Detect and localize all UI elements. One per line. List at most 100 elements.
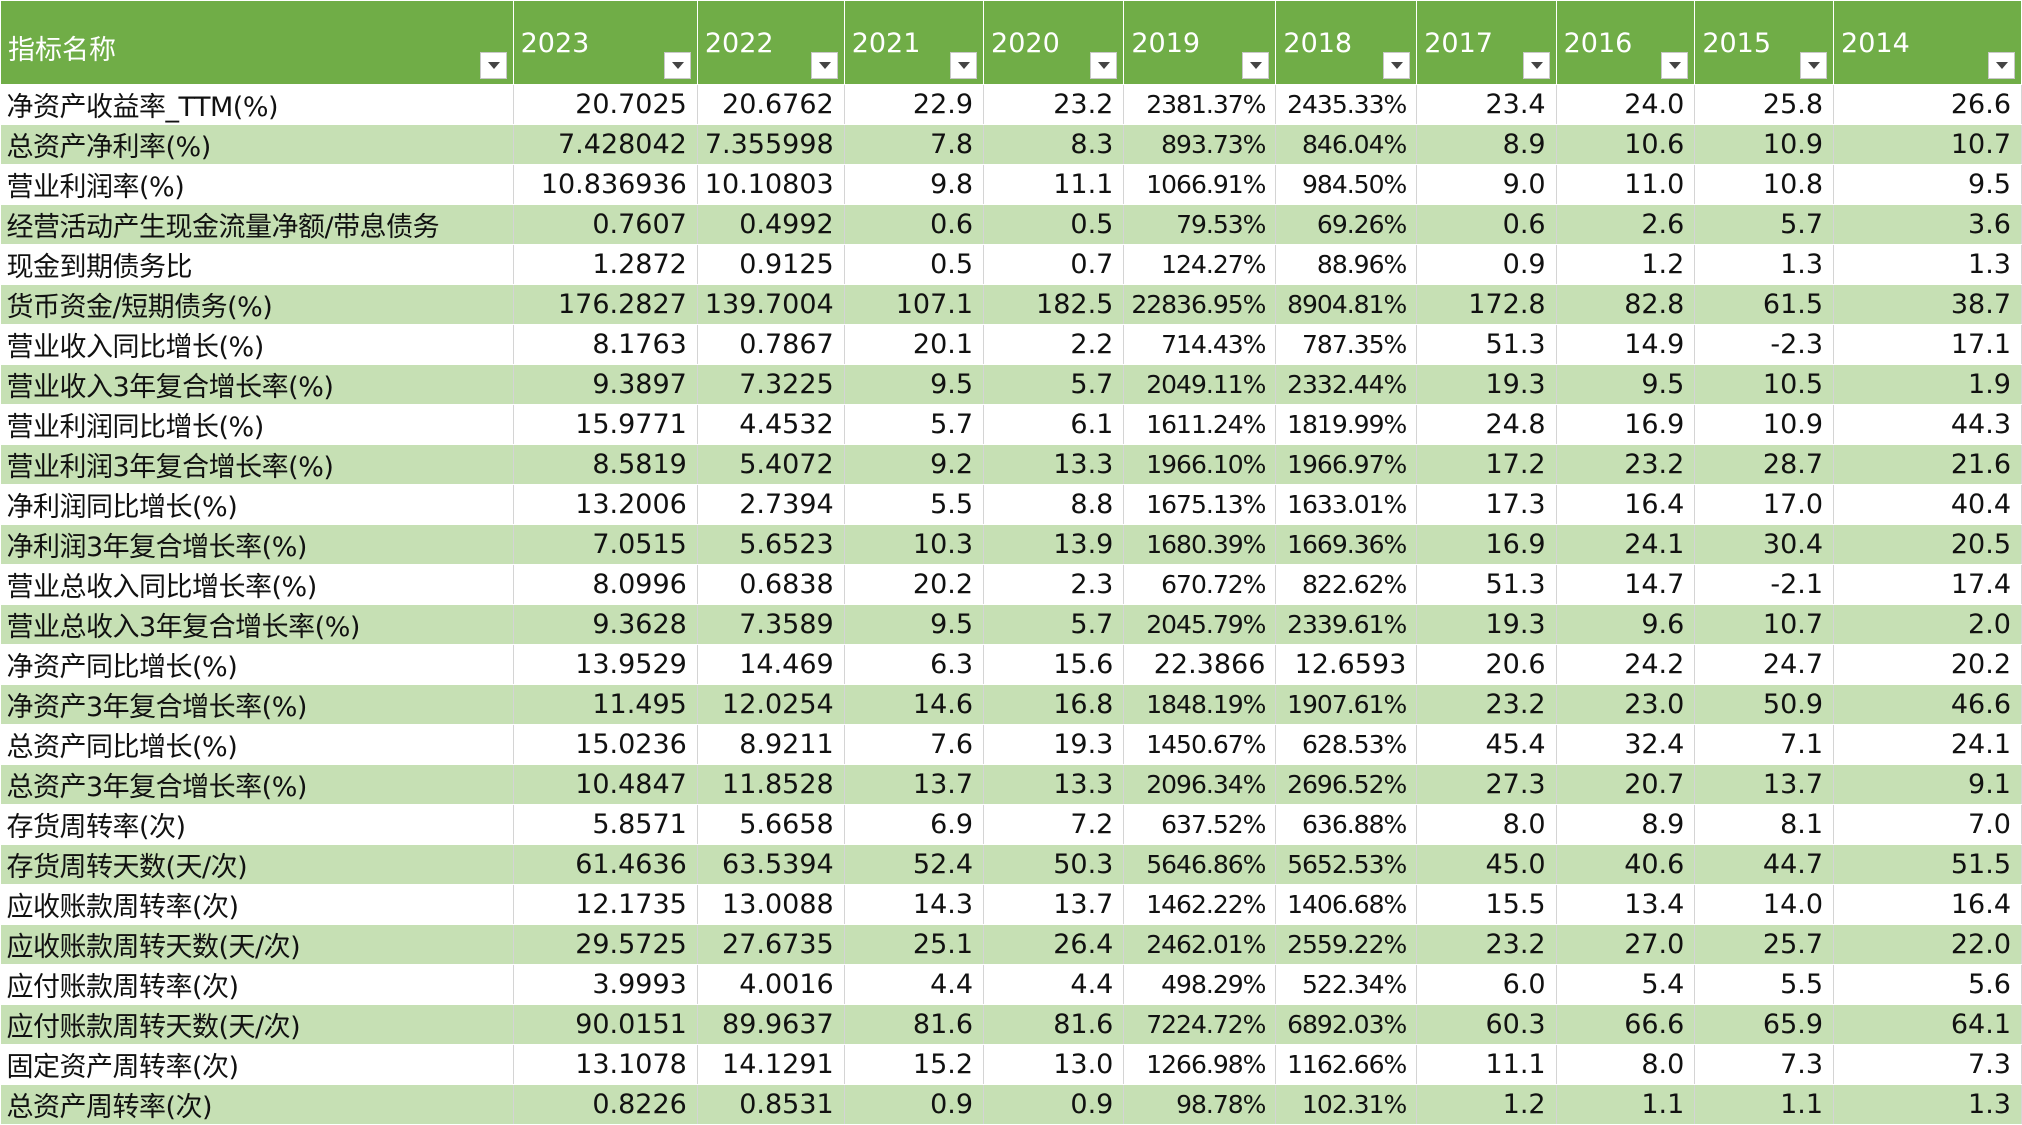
value-cell[interactable]: 2.2 bbox=[983, 324, 1125, 365]
value-cell[interactable]: 0.5 bbox=[983, 204, 1125, 245]
column-header-year[interactable]: 2016 bbox=[1555, 0, 1696, 85]
filter-dropdown-icon[interactable] bbox=[1800, 52, 1828, 79]
value-cell[interactable]: 636.88% bbox=[1275, 804, 1418, 845]
value-cell[interactable]: 7.0 bbox=[1833, 804, 2022, 845]
value-cell[interactable]: 19.3 bbox=[983, 724, 1125, 765]
value-cell[interactable]: 1.3 bbox=[1833, 244, 2022, 285]
value-cell[interactable]: 6.0 bbox=[1416, 964, 1557, 1005]
value-cell[interactable]: 15.5 bbox=[1416, 884, 1557, 925]
value-cell[interactable]: 7.3 bbox=[1833, 1044, 2022, 1085]
value-cell[interactable]: 13.3 bbox=[983, 764, 1125, 805]
value-cell[interactable]: 50.9 bbox=[1694, 684, 1835, 725]
value-cell[interactable]: 1.1 bbox=[1556, 1084, 1696, 1125]
value-cell[interactable]: 65.9 bbox=[1694, 1004, 1835, 1045]
value-cell[interactable]: 5.6658 bbox=[697, 804, 845, 845]
value-cell[interactable]: 10.9 bbox=[1694, 124, 1835, 165]
value-cell[interactable]: 16.8 bbox=[983, 684, 1125, 725]
value-cell[interactable]: 20.6762 bbox=[697, 84, 845, 125]
value-cell[interactable]: 81.6 bbox=[983, 1004, 1125, 1045]
value-cell[interactable]: 7.6 bbox=[844, 724, 985, 765]
value-cell[interactable]: 24.7 bbox=[1694, 644, 1835, 685]
value-cell[interactable]: 13.2006 bbox=[513, 484, 698, 525]
value-cell[interactable]: 63.5394 bbox=[697, 844, 845, 885]
row-label-cell[interactable]: 营业利润同比增长(%) bbox=[0, 404, 514, 445]
value-cell[interactable]: 20.2 bbox=[844, 564, 985, 605]
value-cell[interactable]: 45.4 bbox=[1416, 724, 1557, 765]
value-cell[interactable]: 17.1 bbox=[1833, 324, 2022, 365]
filter-dropdown-icon[interactable] bbox=[1383, 52, 1411, 79]
value-cell[interactable]: 24.8 bbox=[1416, 404, 1557, 445]
value-cell[interactable]: 1462.22% bbox=[1123, 884, 1277, 925]
row-label-cell[interactable]: 营业收入3年复合增长率(%) bbox=[0, 364, 514, 405]
value-cell[interactable]: 88.96% bbox=[1275, 244, 1418, 285]
value-cell[interactable]: 21.6 bbox=[1833, 444, 2022, 485]
value-cell[interactable]: 15.2 bbox=[844, 1044, 985, 1085]
value-cell[interactable]: 0.8531 bbox=[697, 1084, 845, 1125]
value-cell[interactable]: 1633.01% bbox=[1275, 484, 1418, 525]
value-cell[interactable]: 522.34% bbox=[1275, 964, 1418, 1005]
row-label-cell[interactable]: 总资产周转率(次) bbox=[0, 1084, 514, 1125]
value-cell[interactable]: 89.9637 bbox=[697, 1004, 845, 1045]
value-cell[interactable]: 2.3 bbox=[983, 564, 1125, 605]
value-cell[interactable]: 8.1 bbox=[1694, 804, 1835, 845]
row-label-cell[interactable]: 营业利润3年复合增长率(%) bbox=[0, 444, 514, 485]
value-cell[interactable]: 13.3 bbox=[983, 444, 1125, 485]
value-cell[interactable]: 5.7 bbox=[1694, 204, 1835, 245]
value-cell[interactable]: 1966.10% bbox=[1123, 444, 1277, 485]
value-cell[interactable]: 124.27% bbox=[1123, 244, 1277, 285]
value-cell[interactable]: 10.10803 bbox=[697, 164, 845, 205]
value-cell[interactable]: 13.7 bbox=[1694, 764, 1835, 805]
value-cell[interactable]: 714.43% bbox=[1123, 324, 1277, 365]
value-cell[interactable]: 8.8 bbox=[983, 484, 1125, 525]
row-label-cell[interactable]: 存货周转率(次) bbox=[0, 804, 514, 845]
value-cell[interactable]: 7.1 bbox=[1694, 724, 1835, 765]
value-cell[interactable]: 19.3 bbox=[1416, 604, 1557, 645]
value-cell[interactable]: 0.6 bbox=[844, 204, 985, 245]
value-cell[interactable]: 27.0 bbox=[1556, 924, 1696, 965]
value-cell[interactable]: 23.2 bbox=[1556, 444, 1696, 485]
value-cell[interactable]: 182.5 bbox=[983, 284, 1125, 325]
column-header-year[interactable]: 2022 bbox=[696, 0, 845, 85]
value-cell[interactable]: 22836.95% bbox=[1123, 284, 1277, 325]
value-cell[interactable]: 846.04% bbox=[1275, 124, 1418, 165]
value-cell[interactable]: 46.6 bbox=[1833, 684, 2022, 725]
value-cell[interactable]: 2.0 bbox=[1833, 604, 2022, 645]
value-cell[interactable]: 7.0515 bbox=[513, 524, 698, 565]
value-cell[interactable]: 2381.37% bbox=[1123, 84, 1277, 125]
value-cell[interactable]: 29.5725 bbox=[513, 924, 698, 965]
value-cell[interactable]: 670.72% bbox=[1123, 564, 1277, 605]
row-label-cell[interactable]: 总资产同比增长(%) bbox=[0, 724, 514, 765]
value-cell[interactable]: 13.1078 bbox=[513, 1044, 698, 1085]
value-cell[interactable]: 172.8 bbox=[1416, 284, 1557, 325]
value-cell[interactable]: 16.9 bbox=[1556, 404, 1696, 445]
value-cell[interactable]: 0.7867 bbox=[697, 324, 845, 365]
value-cell[interactable]: 7.355998 bbox=[697, 124, 845, 165]
value-cell[interactable]: 23.2 bbox=[1416, 684, 1557, 725]
value-cell[interactable]: 23.2 bbox=[983, 84, 1125, 125]
column-header-year[interactable]: 2021 bbox=[843, 0, 985, 85]
value-cell[interactable]: 52.4 bbox=[844, 844, 985, 885]
value-cell[interactable]: 26.4 bbox=[983, 924, 1125, 965]
value-cell[interactable]: 7.428042 bbox=[513, 124, 698, 165]
value-cell[interactable]: 1680.39% bbox=[1123, 524, 1277, 565]
value-cell[interactable]: 2332.44% bbox=[1275, 364, 1418, 405]
value-cell[interactable]: 1675.13% bbox=[1123, 484, 1277, 525]
value-cell[interactable]: 22.9 bbox=[844, 84, 985, 125]
value-cell[interactable]: 8.1763 bbox=[513, 324, 698, 365]
value-cell[interactable]: 893.73% bbox=[1123, 124, 1277, 165]
value-cell[interactable]: 11.495 bbox=[513, 684, 698, 725]
value-cell[interactable]: 44.3 bbox=[1833, 404, 2022, 445]
value-cell[interactable]: 28.7 bbox=[1694, 444, 1835, 485]
value-cell[interactable]: 7224.72% bbox=[1123, 1004, 1277, 1045]
value-cell[interactable]: -2.3 bbox=[1694, 324, 1835, 365]
value-cell[interactable]: 7.2 bbox=[983, 804, 1125, 845]
value-cell[interactable]: 1.9 bbox=[1833, 364, 2022, 405]
value-cell[interactable]: 11.1 bbox=[983, 164, 1125, 205]
value-cell[interactable]: 5.8571 bbox=[513, 804, 698, 845]
value-cell[interactable]: 1266.98% bbox=[1123, 1044, 1277, 1085]
value-cell[interactable]: 20.6 bbox=[1416, 644, 1557, 685]
value-cell[interactable]: 11.8528 bbox=[697, 764, 845, 805]
value-cell[interactable]: 0.6 bbox=[1416, 204, 1557, 245]
value-cell[interactable]: 8.3 bbox=[983, 124, 1125, 165]
value-cell[interactable]: 5.6523 bbox=[697, 524, 845, 565]
